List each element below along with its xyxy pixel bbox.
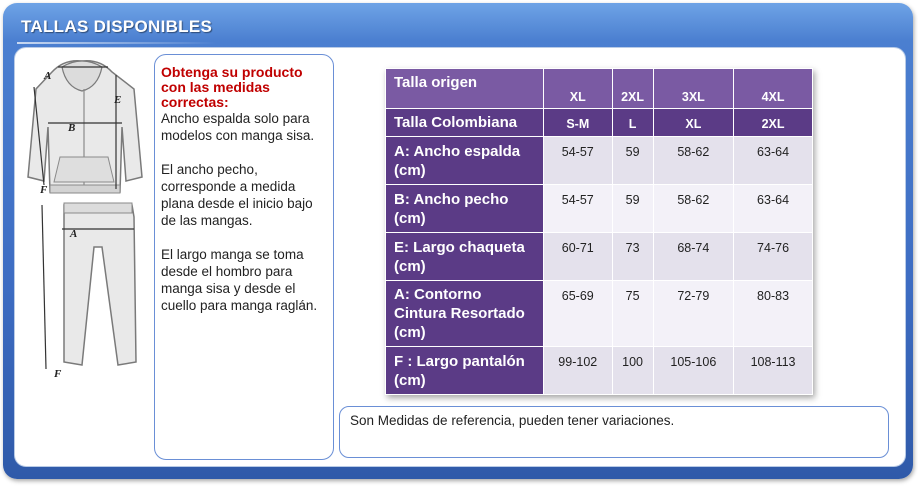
reference-note: Son Medidas de referencia, pueden tener … xyxy=(350,413,675,428)
row-label: A: Contorno Cintura Resortado (cm) xyxy=(385,280,544,347)
table-cell: 63-64 xyxy=(733,136,813,185)
reference-note-box: Son Medidas de referencia, pueden tener … xyxy=(339,406,889,458)
table-cell: 74-76 xyxy=(733,232,813,281)
row-label: F : Largo pantalón (cm) xyxy=(385,346,544,395)
label-e: E xyxy=(113,94,121,106)
table-cell: 2XL xyxy=(733,108,813,137)
label-b: B xyxy=(67,122,75,134)
garment-illustration: A B E F A F xyxy=(27,59,143,380)
row-label: Talla Colombiana xyxy=(385,108,544,137)
label-a-top: A xyxy=(43,70,51,82)
table-cell: 105-106 xyxy=(652,346,735,395)
table-cell: 54-57 xyxy=(543,136,613,185)
info-paragraph-3: El largo manga se toma desde el hombro p… xyxy=(161,247,318,313)
table-row: B: Ancho pecho (cm) 54-57 59 58-62 63-64 xyxy=(385,184,813,233)
info-paragraph-2: El ancho pecho, corresponde a medida pla… xyxy=(161,162,313,228)
info-heading: Obtenga su producto con las medidas corr… xyxy=(161,64,303,110)
table-row: A: Contorno Cintura Resortado (cm) 65-69… xyxy=(385,280,813,347)
measurement-info-box: Obtenga su producto con las medidas corr… xyxy=(154,54,334,460)
table-cell: 99-102 xyxy=(543,346,613,395)
table-cell: 63-64 xyxy=(733,184,813,233)
table-cell: XL xyxy=(543,68,613,109)
table-cell: 73 xyxy=(611,232,654,281)
table-cell: 80-83 xyxy=(733,280,813,347)
table-row-origin: Talla origen XL 2XL 3XL 4XL xyxy=(385,68,813,109)
table-cell: 65-69 xyxy=(543,280,613,347)
table-cell: 60-71 xyxy=(543,232,613,281)
table-cell: XL xyxy=(652,108,735,137)
row-label: A: Ancho espalda (cm) xyxy=(385,136,544,185)
table-cell: 59 xyxy=(611,184,654,233)
table-cell: 59 xyxy=(611,136,654,185)
table-cell: 3XL xyxy=(652,68,735,109)
table-cell: 108-113 xyxy=(733,346,813,395)
row-label: Talla origen xyxy=(385,68,544,109)
row-label: E: Largo chaqueta (cm) xyxy=(385,232,544,281)
table-row: A: Ancho espalda (cm) 54-57 59 58-62 63-… xyxy=(385,136,813,185)
label-a-pants: A xyxy=(69,228,77,240)
table-cell: 75 xyxy=(611,280,654,347)
title-underline xyxy=(17,42,217,44)
table-cell: 58-62 xyxy=(652,136,735,185)
table-cell: 4XL xyxy=(733,68,813,109)
page-title: TALLAS DISPONIBLES xyxy=(21,17,213,36)
table-cell: L xyxy=(611,108,654,137)
table-row-colombia: Talla Colombiana S-M L XL 2XL xyxy=(385,108,813,137)
table-cell: 58-62 xyxy=(652,184,735,233)
table-cell: 2XL xyxy=(611,68,654,109)
table-row: F : Largo pantalón (cm) 99-102 100 105-1… xyxy=(385,346,813,395)
size-table: Talla origen XL 2XL 3XL 4XL Talla Colomb… xyxy=(385,68,813,395)
table-row: E: Largo chaqueta (cm) 60-71 73 68-74 74… xyxy=(385,232,813,281)
row-label: B: Ancho pecho (cm) xyxy=(385,184,544,233)
label-f-pants: F xyxy=(53,368,62,380)
table-cell: 100 xyxy=(611,346,654,395)
label-f-top: F xyxy=(39,184,48,196)
table-cell: 72-79 xyxy=(652,280,735,347)
table-cell: S-M xyxy=(543,108,613,137)
table-cell: 68-74 xyxy=(652,232,735,281)
info-paragraph-1: Ancho espalda solo para modelos con mang… xyxy=(161,111,315,143)
table-cell: 54-57 xyxy=(543,184,613,233)
